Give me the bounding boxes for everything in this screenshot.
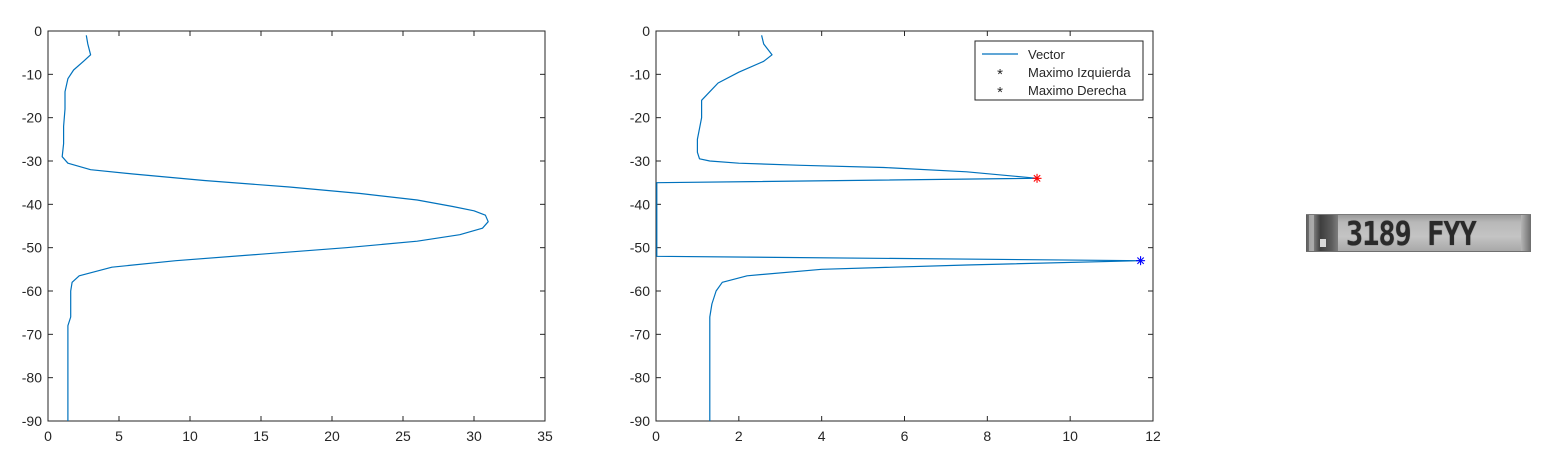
y-tick-label: 0: [642, 23, 650, 39]
x-tick-label: 25: [395, 428, 411, 444]
y-tick-label: -20: [22, 110, 42, 126]
y-tick-label: -50: [22, 240, 42, 256]
y-tick-label: -60: [22, 283, 42, 299]
y-tick-label: -10: [630, 66, 650, 82]
x-tick-label: 10: [182, 428, 198, 444]
y-tick-label: -10: [22, 66, 42, 82]
series-line: [656, 35, 1142, 421]
legend-label-izquierda: Maximo Izquierda: [1028, 65, 1131, 80]
y-tick-label: -80: [22, 370, 42, 386]
y-tick-label: -50: [630, 240, 650, 256]
x-tick-label: 6: [901, 428, 909, 444]
legend-label-derecha: Maximo Derecha: [1028, 83, 1127, 98]
plate-band-stripe: [1309, 215, 1314, 251]
x-tick-label: 30: [466, 428, 482, 444]
x-tick-label: 35: [537, 428, 553, 444]
x-tick-label: 5: [115, 428, 123, 444]
y-tick-label: -30: [630, 153, 650, 169]
plate-number: 3189 FYY: [1346, 214, 1477, 252]
x-tick-label: 10: [1062, 428, 1078, 444]
y-tick-label: -40: [630, 196, 650, 212]
legend: Vector * Maximo Izquierda * Maximo Derec…: [974, 40, 1144, 101]
series-marker: [1032, 173, 1042, 183]
y-tick-label: -70: [22, 326, 42, 342]
y-tick-label: -40: [22, 196, 42, 212]
y-tick-label: -30: [22, 153, 42, 169]
y-tick-label: -80: [630, 370, 650, 386]
x-tick-label: 0: [44, 428, 52, 444]
y-tick-label: -90: [630, 413, 650, 429]
legend-marker-izquierda: *: [997, 66, 1003, 83]
x-tick-label: 15: [253, 428, 269, 444]
plot-area: [47, 30, 546, 422]
legend-box: [974, 40, 1144, 101]
plate-country-letter: [1320, 239, 1326, 247]
series-marker: [1136, 256, 1146, 266]
x-tick-label: 20: [324, 428, 340, 444]
y-tick-label: -90: [22, 413, 42, 429]
plate-right-edge: [1521, 215, 1531, 251]
y-tick-label: -70: [630, 326, 650, 342]
y-tick-label: -60: [630, 283, 650, 299]
legend-marker-derecha: *: [997, 84, 1003, 101]
chart-left: 0 5 10 15 20 25 30 35 0 -10 -20 -30 -40 -50 -60 -70 -80 -…: [22, 23, 553, 444]
legend-label-vector: Vector: [1028, 47, 1066, 62]
license-plate-image: 3189 FYY: [1306, 214, 1531, 252]
y-tick-label: 0: [34, 23, 42, 39]
x-tick-label: 12: [1145, 428, 1161, 444]
x-tick-label: 0: [652, 428, 660, 444]
series-line: [61, 35, 489, 421]
x-tick-label: 8: [983, 428, 991, 444]
y-tick-label: -20: [630, 110, 650, 126]
x-tick-label: 2: [735, 428, 743, 444]
x-tick-label: 4: [818, 428, 826, 444]
